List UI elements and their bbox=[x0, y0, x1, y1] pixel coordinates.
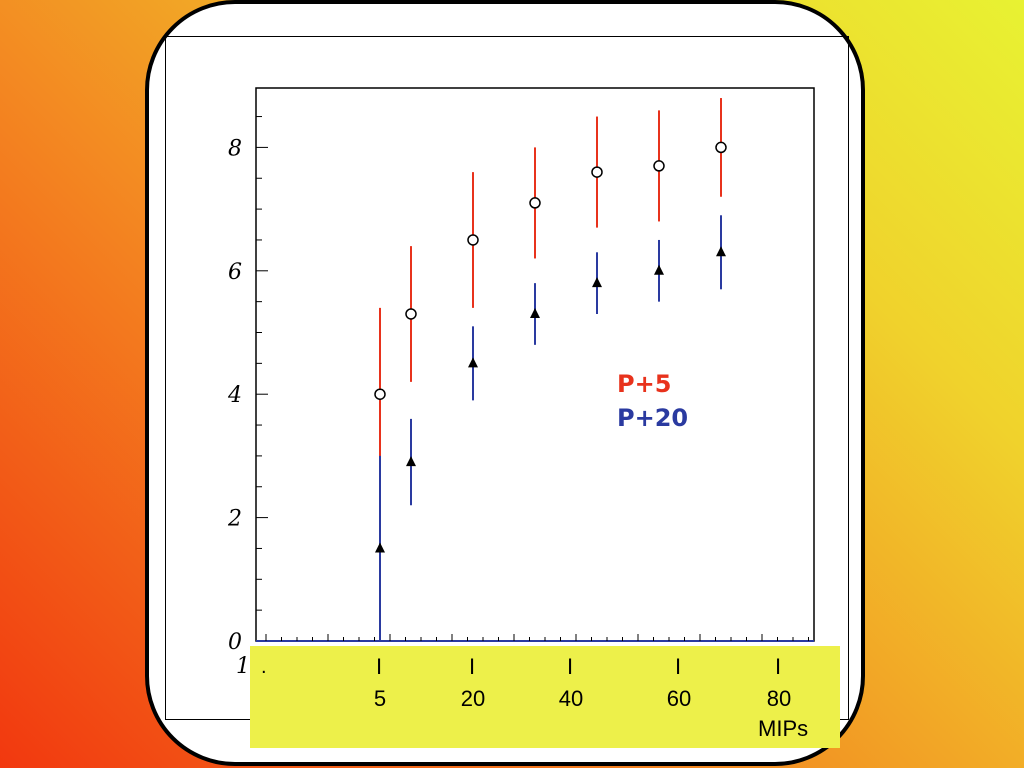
data-point-triangle bbox=[406, 456, 416, 467]
data-point-triangle bbox=[530, 307, 540, 318]
y-axis: 0 2 4 6 8 bbox=[227, 116, 268, 655]
data-point-circle bbox=[591, 166, 603, 178]
data-point-triangle bbox=[716, 246, 726, 257]
data-point-triangle bbox=[468, 357, 478, 368]
x-axis-dot: . bbox=[261, 656, 267, 678]
y-tick-label: 2 bbox=[227, 507, 242, 532]
legend-p5: P+5 bbox=[617, 370, 671, 398]
x-tick-label: 80 bbox=[766, 686, 792, 711]
data-point-triangle bbox=[654, 264, 664, 275]
y-tick-label: 6 bbox=[228, 260, 242, 285]
data-point-circle bbox=[529, 197, 541, 209]
x-tick-mark: I bbox=[469, 654, 476, 679]
data-point-circle bbox=[405, 308, 417, 320]
data-point-circle bbox=[374, 388, 386, 400]
x-tick-mark: I bbox=[376, 654, 383, 679]
legend-p20: P+20 bbox=[617, 404, 688, 432]
x-tick-mark: I bbox=[675, 654, 682, 679]
x-tick-label: 5 bbox=[373, 686, 387, 711]
x-tick-label: 20 bbox=[460, 686, 486, 711]
x-axis bbox=[256, 634, 814, 642]
x-axis-start-label: 1 bbox=[236, 654, 250, 679]
y-tick-label: 0 bbox=[228, 630, 242, 655]
x-tick-mark: I bbox=[567, 654, 574, 679]
data-point-circle bbox=[653, 160, 665, 172]
x-tick-mark: I bbox=[775, 654, 782, 679]
data-point-triangle bbox=[375, 542, 385, 553]
data-point-circle bbox=[715, 141, 727, 154]
data-point-triangle bbox=[592, 277, 602, 288]
data-point-circle bbox=[467, 234, 479, 246]
x-tick-label: 60 bbox=[666, 686, 692, 711]
y-tick-label: 8 bbox=[228, 136, 242, 161]
y-tick-label: 4 bbox=[227, 383, 242, 408]
data-series bbox=[374, 98, 727, 641]
x-axis-label-bar bbox=[250, 646, 840, 748]
x-axis-unit: MIPs bbox=[758, 716, 809, 741]
x-tick-label: 40 bbox=[558, 686, 584, 711]
